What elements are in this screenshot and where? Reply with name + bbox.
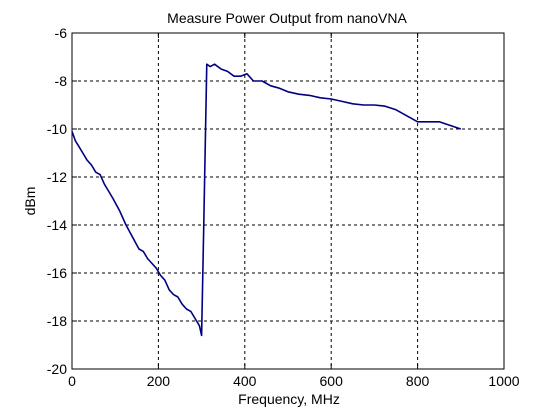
- y-tick-label: -12: [47, 169, 67, 185]
- x-axis-title: Frequency, MHz: [238, 391, 340, 407]
- x-tick-label: 400: [233, 373, 257, 389]
- y-tick-label: -18: [47, 313, 67, 329]
- x-tick-label: 200: [147, 373, 171, 389]
- y-axis-title: dBm: [22, 187, 38, 216]
- y-tick-label: -6: [55, 25, 68, 41]
- x-tick-label: 1000: [488, 373, 519, 389]
- y-tick-label: -14: [47, 217, 67, 233]
- x-tick-label: 600: [320, 373, 344, 389]
- axis-ticks: 0 200 400 600 800 1000 -20 -18 -16 -14 -12 -10 -8 -6: [47, 25, 520, 389]
- y-tick-label: -16: [47, 265, 67, 281]
- plot-area-frame: [71, 32, 505, 370]
- y-tick-label: -20: [47, 361, 67, 377]
- x-tick-label: 0: [68, 373, 76, 389]
- x-tick-label: 800: [406, 373, 430, 389]
- series-group: [71, 63, 462, 337]
- series-line: [71, 63, 462, 337]
- grid: [72, 33, 504, 369]
- y-tick-label: -8: [55, 73, 68, 89]
- chart-title: Measure Power Output from nanoVNA: [167, 10, 407, 26]
- y-tick-label: -10: [47, 121, 67, 137]
